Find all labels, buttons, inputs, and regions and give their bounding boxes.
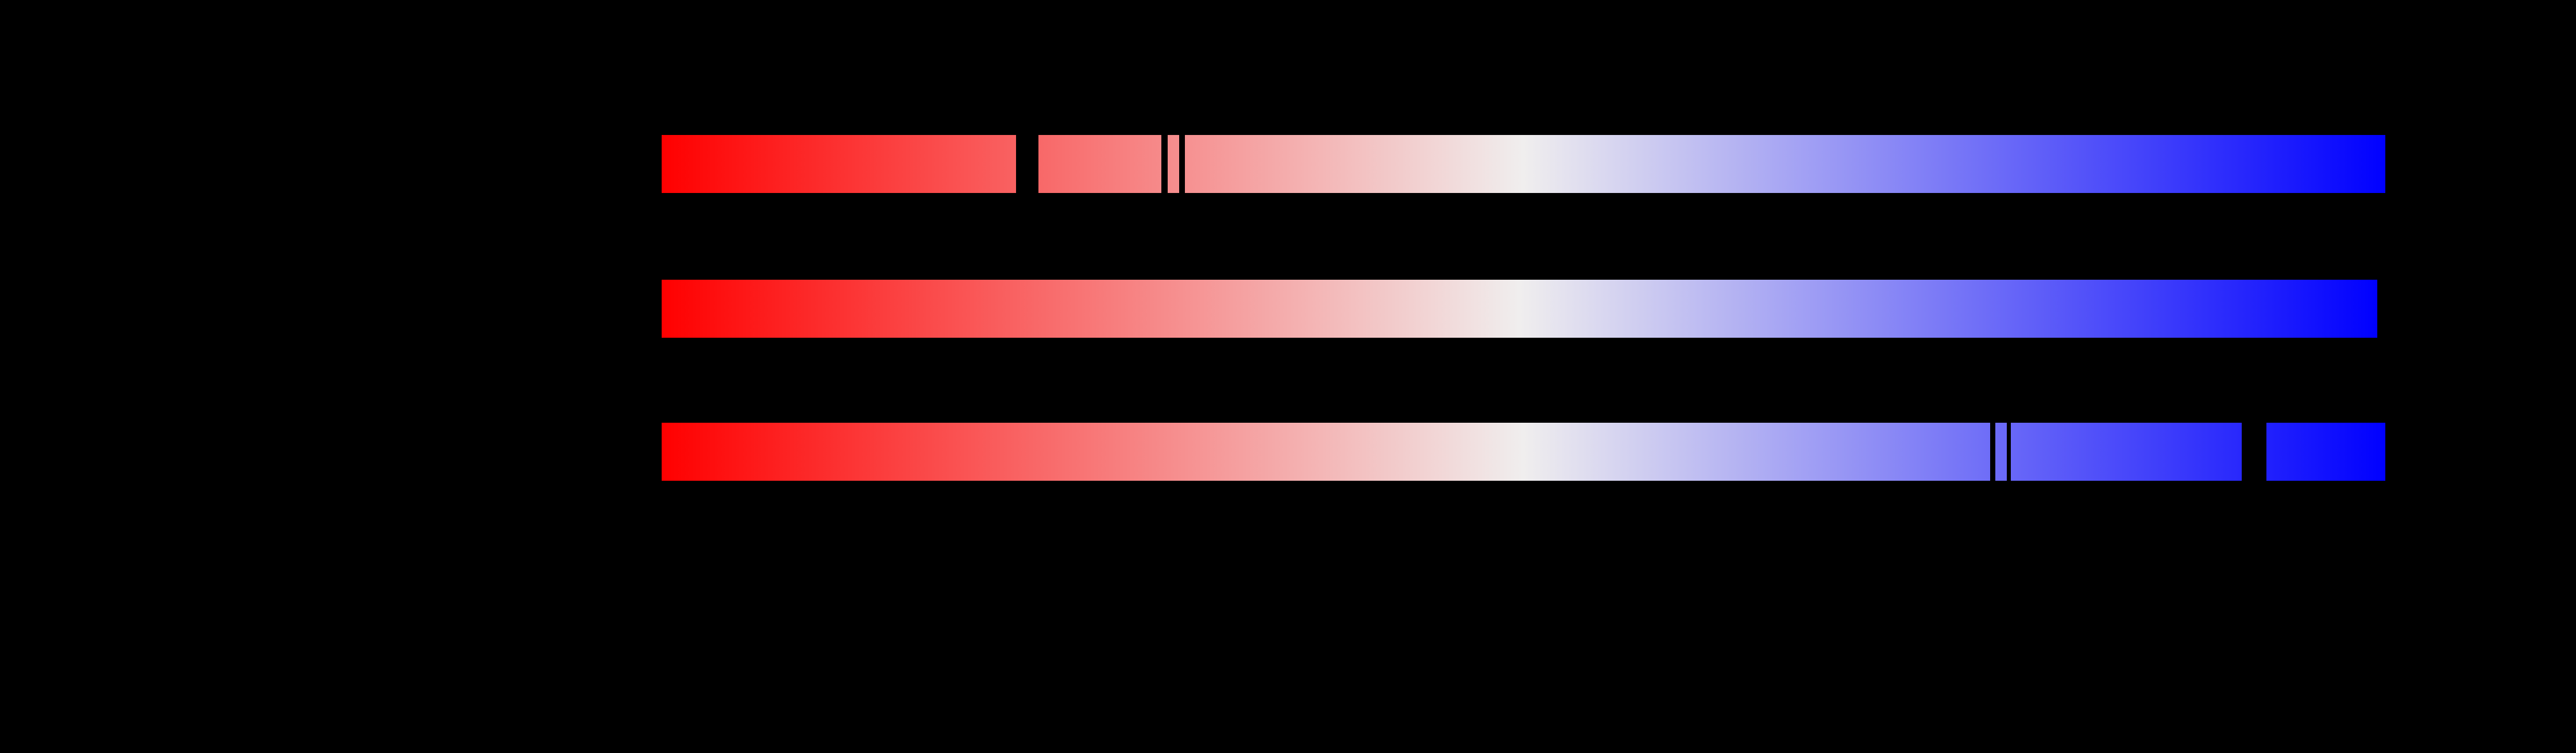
spectrum-bottom-strip xyxy=(662,423,2385,481)
absorption-line xyxy=(1179,135,1185,193)
absorption-line xyxy=(1990,423,1995,481)
absorption-line xyxy=(2242,423,2266,481)
spectrum-middle-strip xyxy=(662,280,2377,338)
absorption-line xyxy=(1016,135,1038,193)
spectrum-top-strip xyxy=(662,135,2385,193)
absorption-line xyxy=(2006,423,2011,481)
absorption-line xyxy=(1161,135,1168,193)
